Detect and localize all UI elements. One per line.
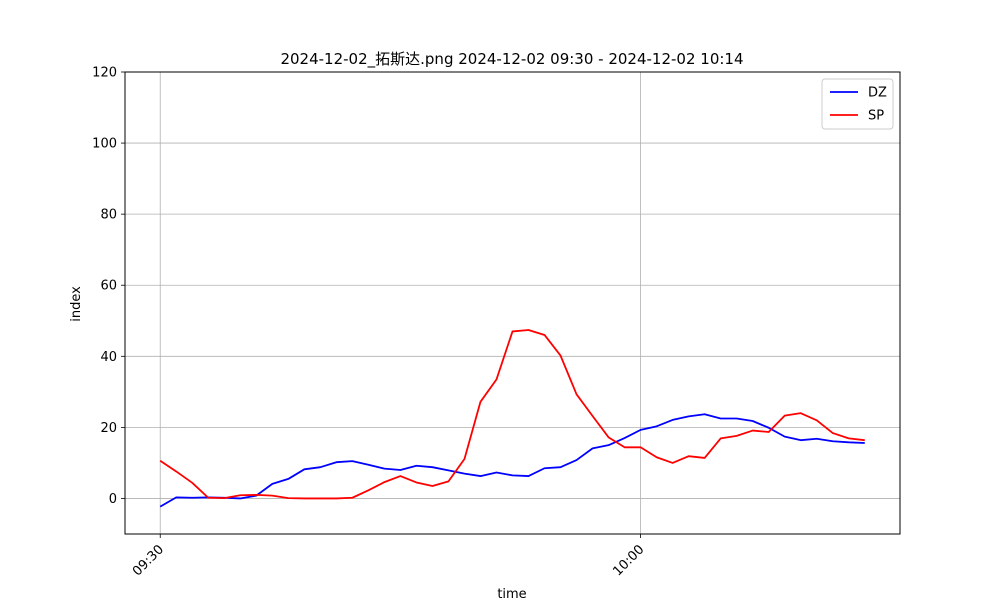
series-line-dz xyxy=(159,413,865,508)
y-tick-label: 60 xyxy=(100,279,117,294)
series-line-sp xyxy=(159,329,865,500)
legend-label-sp: SP xyxy=(868,109,884,124)
legend: DZ SP xyxy=(821,78,894,130)
series-lines xyxy=(159,329,865,508)
plot-frame xyxy=(124,71,901,535)
y-tick-label: 40 xyxy=(100,350,117,365)
y-tick-label: 20 xyxy=(100,421,117,436)
y-tick-label: 0 xyxy=(109,492,117,507)
x-axis-label: time xyxy=(497,587,526,600)
legend-label-dz: DZ xyxy=(868,86,887,101)
y-tick-label: 80 xyxy=(100,208,117,223)
chart-title: 2024-12-02_拓斯达.png 2024-12-02 09:30 - 20… xyxy=(280,50,743,69)
y-axis-label: index xyxy=(69,286,84,322)
y-tick-label: 120 xyxy=(92,66,117,81)
y-tick-label: 100 xyxy=(92,137,117,152)
